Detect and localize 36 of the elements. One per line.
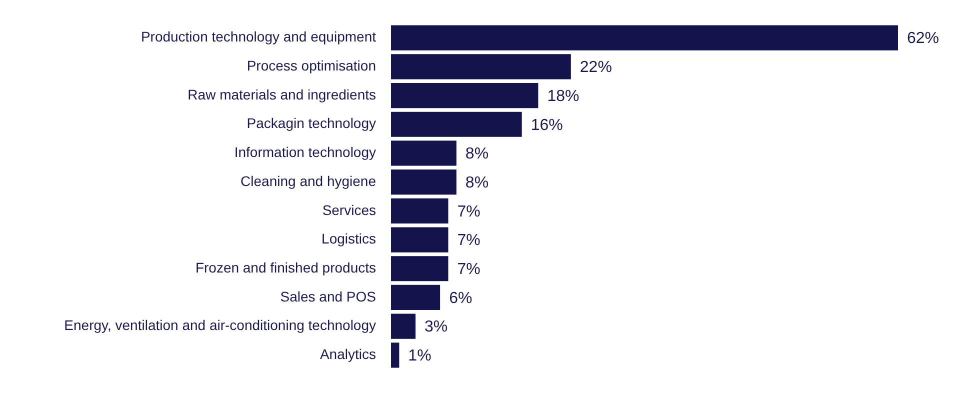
y-tick-label: Process optimisation (246, 58, 376, 74)
y-tick-label: Analytics (320, 346, 376, 362)
y-tick-label: Logistics (322, 230, 376, 247)
y-tick-label: Cleaning and hygiene (240, 172, 376, 189)
data-label: 1% (408, 348, 432, 365)
data-label: 3% (424, 318, 448, 336)
bar (391, 112, 522, 137)
data-label: 16% (530, 116, 563, 134)
bar (391, 140, 456, 166)
y-tick-label: Services (322, 202, 376, 218)
data-label: 7% (457, 232, 480, 250)
bar (391, 54, 571, 80)
data-label: 6% (449, 290, 472, 307)
y-tick-label: Energy, ventilation and air-conditioning technology (64, 317, 376, 334)
data-label: 7% (457, 203, 480, 220)
y-tick-label: Raw materials and ingredients (188, 86, 376, 102)
bar (391, 170, 456, 195)
y-tick-label: Information technology (234, 144, 376, 160)
bar (391, 256, 448, 282)
bar (391, 25, 898, 50)
bar (391, 198, 448, 224)
data-label: 62% (907, 30, 940, 48)
data-label: 7% (457, 261, 480, 278)
y-tick-label: Production technology and equipment (140, 28, 376, 45)
data-label: 8% (465, 146, 489, 163)
bar (391, 227, 448, 252)
bar (391, 284, 440, 310)
y-tick-label: Frozen and finished products (195, 259, 376, 276)
bar (391, 314, 416, 339)
bar (391, 342, 400, 368)
y-tick-label: Sales and POS (280, 288, 376, 304)
y-tick-label: Packagin technology (246, 115, 376, 132)
data-label: 18% (547, 88, 580, 105)
bar (391, 82, 538, 108)
data-label: 22% (580, 59, 612, 76)
data-label: 8% (465, 174, 489, 192)
